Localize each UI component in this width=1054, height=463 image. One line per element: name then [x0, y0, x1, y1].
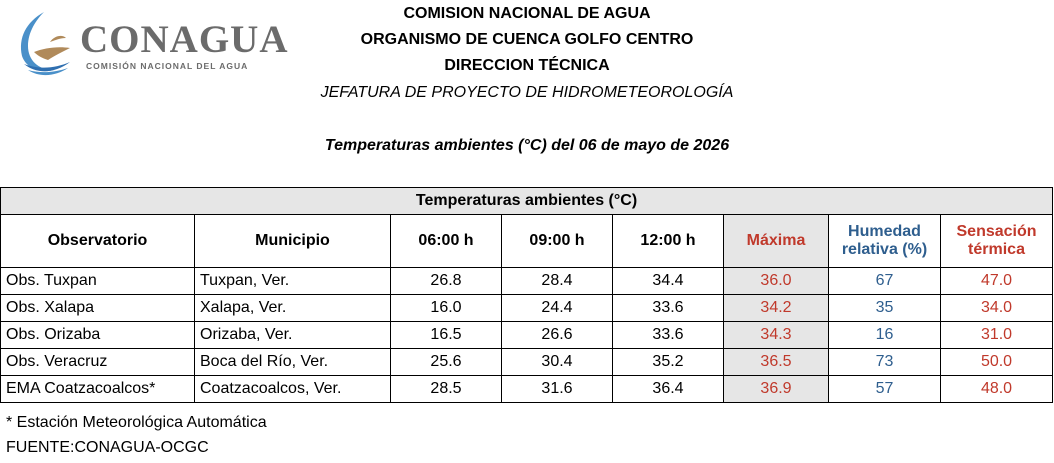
- table-band-row: Temperaturas ambientes (°C): [0, 187, 1054, 215]
- cell-municipio: Tuxpan, Ver.: [194, 267, 391, 295]
- cell-observatorio: Obs. Xalapa: [0, 294, 195, 322]
- cell-1200: 35.2: [612, 348, 724, 376]
- col-sensacion-line2: térmica: [968, 241, 1025, 258]
- cell-maxima: 36.9: [723, 375, 829, 403]
- cell-sensacion: 48.0: [939, 375, 1054, 403]
- cell-observatorio: Obs. Tuxpan: [0, 267, 195, 295]
- cell-0900: 26.6: [501, 321, 613, 349]
- cell-0900: 28.4: [501, 267, 613, 295]
- cell-municipio: Orizaba, Ver.: [194, 321, 391, 349]
- conagua-emblem-icon: [20, 12, 70, 76]
- col-0900: 09:00 h: [501, 214, 613, 268]
- col-observatorio: Observatorio: [0, 214, 195, 268]
- temperature-table: Temperaturas ambientes (°C) Observatorio…: [0, 187, 1054, 403]
- table-row: EMA Coatzacoalcos* Coatzacoalcos, Ver. 2…: [0, 375, 1054, 403]
- cell-observatorio: EMA Coatzacoalcos*: [0, 375, 195, 403]
- header-line-2: ORGANISMO DE CUENCA GOLFO CENTRO: [360, 31, 694, 48]
- table-band-title: Temperaturas ambientes (°C): [0, 187, 1054, 215]
- header-line-3: DIRECCION TÉCNICA: [444, 57, 610, 74]
- cell-maxima: 36.5: [723, 348, 829, 376]
- cell-humedad: 57: [828, 375, 941, 403]
- cell-municipio: Coatzacoalcos, Ver.: [194, 375, 391, 403]
- cell-0600: 28.5: [390, 375, 502, 403]
- table-row: Obs. Tuxpan Tuxpan, Ver. 26.8 28.4 34.4 …: [0, 267, 1054, 295]
- cell-sensacion: 31.0: [939, 321, 1054, 349]
- cell-sensacion: 34.0: [939, 294, 1054, 322]
- cell-municipio: Boca del Río, Ver.: [194, 348, 391, 376]
- logo-subtitle: COMISIÓN NACIONAL DEL AGUA: [86, 61, 249, 71]
- table-row: Obs. Xalapa Xalapa, Ver. 16.0 24.4 33.6 …: [0, 294, 1054, 322]
- table-row: Obs. Orizaba Orizaba, Ver. 16.5 26.6 33.…: [0, 321, 1054, 349]
- cell-humedad: 35: [828, 294, 941, 322]
- cell-1200: 33.6: [612, 321, 724, 349]
- cell-1200: 34.4: [612, 267, 724, 295]
- cell-maxima: 34.2: [723, 294, 829, 322]
- cell-municipio: Xalapa, Ver.: [194, 294, 391, 322]
- source-note: FUENTE:CONAGUA-OCGC: [6, 439, 209, 456]
- conagua-logo: CONAGUA COMISIÓN NACIONAL DEL AGUA: [14, 8, 294, 78]
- table-row: Obs. Veracruz Boca del Río, Ver. 25.6 30…: [0, 348, 1054, 376]
- col-humedad: Humedad relativa (%): [828, 214, 941, 268]
- col-1200: 12:00 h: [612, 214, 724, 268]
- cell-0600: 16.5: [390, 321, 502, 349]
- col-humedad-line2: relativa (%): [841, 241, 928, 258]
- logo-wordmark: CONAGUA: [80, 18, 289, 61]
- cell-observatorio: Obs. Veracruz: [0, 348, 195, 376]
- col-humedad-line1: Humedad: [848, 223, 921, 240]
- cell-sensacion: 50.0: [939, 348, 1054, 376]
- col-0600: 06:00 h: [390, 214, 502, 268]
- report-title: Temperaturas ambientes (°C) del 06 de ma…: [324, 137, 730, 154]
- cell-0900: 31.6: [501, 375, 613, 403]
- cell-0600: 25.6: [390, 348, 502, 376]
- cell-humedad: 67: [828, 267, 941, 295]
- cell-1200: 36.4: [612, 375, 724, 403]
- col-municipio: Municipio: [194, 214, 391, 268]
- cell-0900: 30.4: [501, 348, 613, 376]
- cell-0600: 26.8: [390, 267, 502, 295]
- cell-humedad: 16: [828, 321, 941, 349]
- footnote: * Estación Meteorológica Automática: [6, 414, 267, 431]
- cell-humedad: 73: [828, 348, 941, 376]
- cell-maxima: 36.0: [723, 267, 829, 295]
- table-header-row: Observatorio Municipio 06:00 h 09:00 h 1…: [0, 214, 1054, 268]
- cell-1200: 33.6: [612, 294, 724, 322]
- header-line-1: COMISION NACIONAL DE AGUA: [403, 5, 651, 22]
- cell-0900: 24.4: [501, 294, 613, 322]
- cell-sensacion: 47.0: [939, 267, 1054, 295]
- col-sensacion: Sensación térmica: [939, 214, 1054, 268]
- cell-0600: 16.0: [390, 294, 502, 322]
- col-sensacion-line1: Sensación: [956, 223, 1037, 240]
- cell-observatorio: Obs. Orizaba: [0, 321, 195, 349]
- cell-maxima: 34.3: [723, 321, 829, 349]
- col-maxima: Máxima: [723, 214, 829, 268]
- header-line-4: JEFATURA DE PROYECTO DE HIDROMETEOROLOGÍ…: [320, 84, 734, 101]
